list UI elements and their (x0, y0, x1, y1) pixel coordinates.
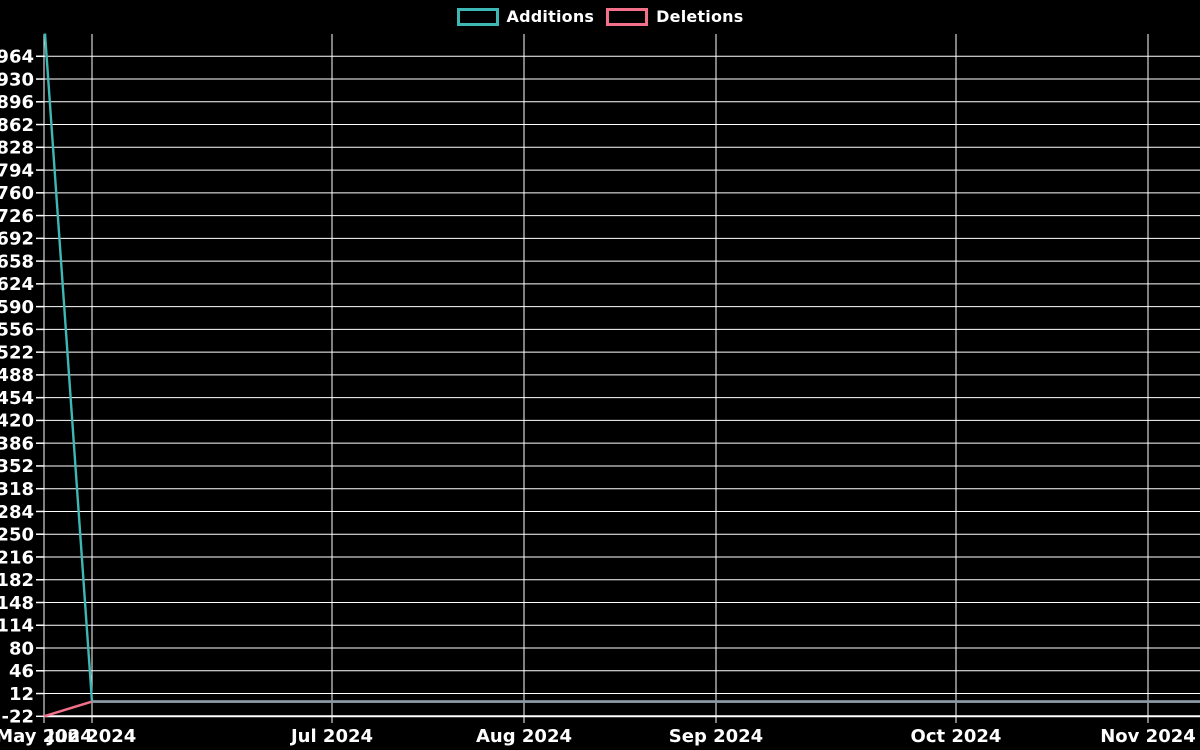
y-tick-label: 930 (0, 69, 34, 90)
y-tick-label: 624 (0, 274, 34, 295)
y-tick-label: 182 (0, 570, 34, 591)
y-tick-label: 488 (0, 365, 34, 386)
y-tick-label: 862 (0, 115, 34, 136)
y-tick-label: 590 (0, 297, 34, 318)
y-tick-label: 726 (0, 206, 34, 227)
deletions-line (43, 700, 1200, 718)
y-tick-label: 522 (0, 342, 34, 363)
y-tick-label: 148 (0, 593, 34, 614)
additions-legend-label: Additions (506, 7, 595, 26)
y-tick-label: 318 (0, 479, 34, 500)
additions-swatch (456, 7, 499, 26)
chart-legend: Additions Deletions (0, 7, 1200, 26)
y-tick-label: 454 (0, 388, 34, 409)
additions-line (43, 33, 94, 702)
deletions-swatch (606, 7, 649, 26)
y-tick-label: 692 (0, 229, 34, 250)
y-tick-label: 386 (0, 433, 34, 454)
y-tick-label: 828 (0, 138, 34, 159)
y-tick-label: 114 (0, 616, 34, 637)
y-tick-label: 760 (0, 183, 34, 204)
y-tick-label: 658 (0, 251, 34, 272)
y-tick-label: -22 (1, 707, 34, 728)
y-tick-label: 250 (0, 525, 34, 546)
y-tick-label: 896 (0, 92, 34, 113)
x-tick-label: May 2024 (0, 726, 93, 747)
x-tick-label: Jun 2024 (46, 726, 137, 747)
x-tick-label: Jul 2024 (289, 726, 373, 747)
deletions-legend-label: Deletions (656, 7, 744, 26)
x-tick-label: Aug 2024 (476, 726, 572, 747)
y-tick-label: 556 (0, 320, 34, 341)
y-tick-label: 12 (9, 684, 34, 705)
x-tick-label: Nov 2024 (1100, 726, 1196, 747)
x-tick-label: Oct 2024 (911, 726, 1002, 747)
y-tick-label: 216 (0, 547, 34, 568)
legend-item-deletions[interactable]: Deletions (606, 7, 743, 26)
y-tick-label: 284 (0, 502, 34, 523)
legend-item-additions[interactable]: Additions (456, 7, 595, 26)
y-tick-label: 46 (9, 661, 34, 682)
y-tick-label: 964 (0, 47, 34, 68)
y-tick-label: 80 (9, 638, 34, 659)
x-tick-label: Sep 2024 (669, 726, 763, 747)
y-tick-label: 794 (0, 160, 34, 181)
y-tick-label: 420 (0, 411, 34, 432)
y-tick-label: 352 (0, 456, 34, 477)
